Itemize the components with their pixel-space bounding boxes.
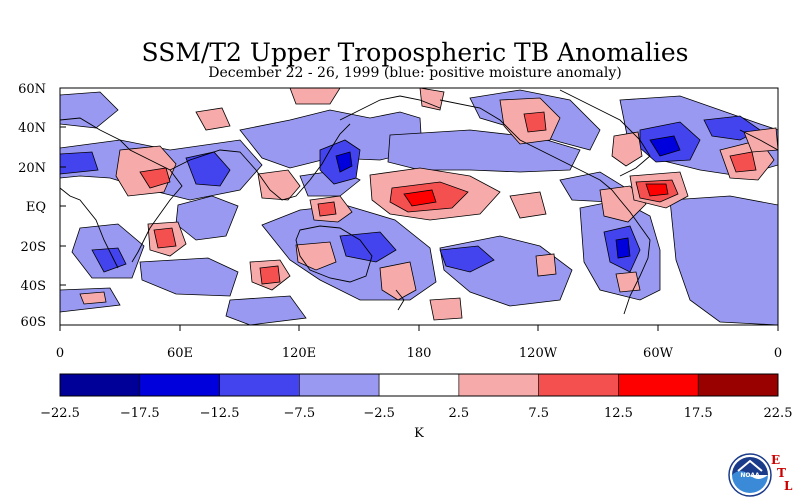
lon-label-60w: 60W <box>643 346 674 361</box>
noaa-logo-text: NOAA <box>740 472 760 479</box>
colorbar-unit: K <box>414 426 424 441</box>
coastlines <box>60 89 778 315</box>
colorbar-swatches <box>59 373 779 397</box>
colorbar-tick-label: −17.5 <box>120 406 160 421</box>
lat-label-60n: 60N <box>18 82 46 97</box>
noaa-logo-icon: NOAA <box>728 453 772 497</box>
colorbar-swatch <box>618 373 699 397</box>
map-title: SSM/T2 Upper Tropospheric TB Anomalies <box>141 38 689 67</box>
colorbar-swatch <box>538 373 619 397</box>
etl-letter-e: E <box>771 453 781 467</box>
colorbar-tick-label: −12.5 <box>200 406 240 421</box>
colorbar-tick-label: 17.5 <box>684 406 713 421</box>
lon-label-180: 180 <box>407 346 432 361</box>
colorbar-swatch <box>697 373 779 397</box>
lon-label-120e: 120E <box>282 346 316 361</box>
lon-label-120w: 120W <box>519 346 558 361</box>
latitude-axis: 60N 40N 20N EQ 20S 40S 60S <box>18 82 66 330</box>
lon-label-0: 0 <box>56 346 64 361</box>
colorbar-tick-label: −2.5 <box>363 406 395 421</box>
lat-label-eq: EQ <box>26 200 46 215</box>
colorbar-tick-label: −7.5 <box>284 406 316 421</box>
etl-letter-l: L <box>784 479 793 493</box>
colorbar: −22.5 −17.5 −12.5 −7.5 −2.5 2.5 7.5 12.5 17.5 22.… <box>40 373 792 441</box>
lat-label-60s: 60S <box>21 315 46 330</box>
colorbar-frame <box>59 373 779 397</box>
colorbar-tick-label: 12.5 <box>604 406 633 421</box>
colorbar-tick-label: 22.5 <box>764 406 793 421</box>
colorbar-swatch <box>378 373 460 397</box>
colorbar-swatch <box>219 373 300 397</box>
longitude-axis: 0 60E 120E 180 120W 60W 0 <box>56 325 782 361</box>
colorbar-swatch <box>139 373 220 397</box>
lat-label-20n: 20N <box>18 161 46 176</box>
colorbar-tick-label: 2.5 <box>449 406 470 421</box>
anomaly-map <box>59 87 779 326</box>
map-subtitle: December 22 - 26, 1999 (blue: positive m… <box>208 65 622 81</box>
anomaly-contours <box>60 88 778 325</box>
lat-label-40n: 40N <box>18 121 46 136</box>
lat-label-40s: 40S <box>21 279 46 294</box>
colorbar-ticks: −22.5 −17.5 −12.5 −7.5 −2.5 2.5 7.5 12.5 17.5 22.… <box>40 406 792 421</box>
colorbar-swatch <box>59 373 141 397</box>
lat-label-20s: 20S <box>21 240 46 255</box>
lon-label-0-east: 0 <box>774 346 782 361</box>
colorbar-tick-label: −22.5 <box>40 406 80 421</box>
lon-label-60e: 60E <box>167 346 193 361</box>
colorbar-swatch <box>299 373 380 397</box>
etl-letter-t: T <box>777 466 786 480</box>
colorbar-tick-label: 7.5 <box>528 406 549 421</box>
colorbar-swatch <box>458 373 539 397</box>
